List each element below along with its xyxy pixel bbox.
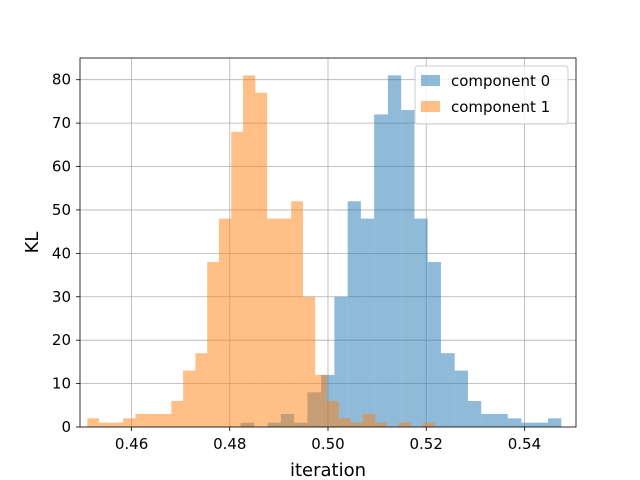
y-tick-label: 40 [52,244,71,262]
y-tick-label: 60 [52,158,71,176]
y-tick-label: 50 [52,201,71,219]
grid-lines [80,58,576,428]
legend-swatch [421,101,440,112]
histogram-bar [375,422,387,427]
y-tick-label: 10 [52,375,71,393]
histogram-bar [467,400,482,427]
histogram-bar [231,131,244,428]
x-tick-label: 0.54 [508,435,541,453]
histogram-bar [207,262,219,427]
histogram-bar [440,353,455,427]
histogram-bar [334,296,348,427]
histogram-bar [548,418,562,427]
x-tick-label: 0.48 [213,435,246,453]
histogram-bar [362,413,376,427]
histogram-bar [374,114,388,427]
histogram-bar [521,422,535,427]
x-tick-label: 0.50 [311,435,344,453]
x-tick-label: 0.52 [410,435,443,453]
histogram-bar [87,418,100,427]
histogram-bar [387,75,402,427]
y-tick-label: 20 [52,331,71,349]
histogram-bar [278,218,292,427]
legend-label: component 0 [451,72,550,90]
legend: component 0 component 1 [414,65,569,125]
histogram-bar [159,413,172,427]
histogram-bar [218,218,232,427]
histogram-bar [99,422,112,427]
histogram-bar [147,413,160,427]
histogram-bar [351,422,363,427]
x-tick-label: 0.46 [115,435,148,453]
histogram-bar [255,92,268,428]
y-tick-label: 0 [61,418,71,436]
legend-swatch [421,75,440,86]
y-tick-label: 70 [52,114,71,132]
histogram-bar [171,400,184,427]
histogram-bar [135,413,148,427]
histogram-bar [302,296,316,427]
histogram-bar [534,422,549,427]
histogram-bar [494,413,508,427]
histogram-bar [401,110,415,427]
histogram-bar [422,422,436,427]
histogram-bar [398,422,411,427]
histogram-bar [454,370,468,427]
y-tick-label: 30 [52,288,71,306]
histogram-bar [267,218,279,427]
y-axis-label: KL [22,232,43,254]
histogram-bar [481,413,495,427]
histogram-bar [427,262,441,427]
legend-box [414,65,569,125]
histogram-bar [123,418,136,427]
histogram-bar [360,218,375,427]
y-tick-label: 80 [52,71,71,89]
histogram-bar [291,201,303,427]
histogram-bar [111,422,124,427]
histogram-bar [347,201,361,427]
histogram-bar [507,418,522,427]
histogram-bar [327,400,339,427]
histogram-bar [243,75,256,427]
series-1-bars [87,75,436,428]
legend-label: component 1 [451,98,550,116]
x-axis-label: iteration [290,460,366,480]
histogram-bar [315,374,328,427]
histogram-bar [414,218,428,427]
histogram-bar [338,418,352,427]
histogram-bar [195,353,208,427]
histogram-bar [183,370,196,427]
